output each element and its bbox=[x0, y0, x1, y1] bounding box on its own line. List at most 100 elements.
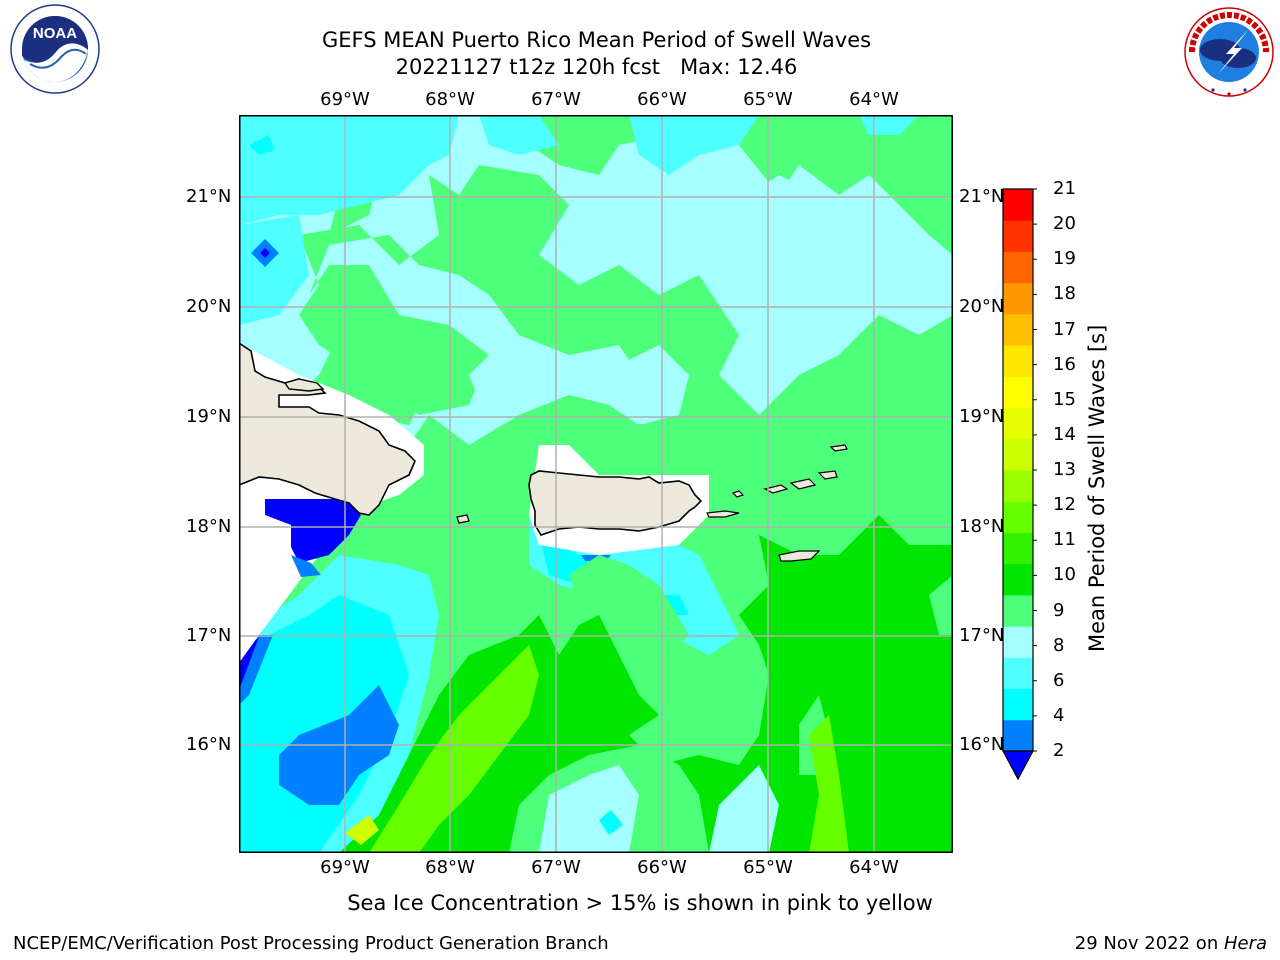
field-blue bbox=[239, 635, 273, 705]
lon-label-bottom: 68°W bbox=[425, 857, 475, 878]
colorbar-segment bbox=[1003, 594, 1033, 627]
lon-label-top: 65°W bbox=[743, 89, 793, 110]
colorbar-tick-label: 9 bbox=[1053, 599, 1065, 621]
colorbar bbox=[1001, 187, 1037, 782]
colorbar-tick-label: 12 bbox=[1053, 494, 1076, 516]
field-light-cyan bbox=[479, 115, 559, 155]
field-cyan bbox=[249, 135, 274, 155]
lat-label-right: 20°N bbox=[959, 296, 1005, 317]
map-title: GEFS MEAN Puerto Rico Mean Period of Swe… bbox=[321, 28, 872, 52]
nws-logo-icon bbox=[1178, 2, 1278, 100]
land-islet bbox=[283, 378, 325, 392]
colorbar-tick-label: 11 bbox=[1053, 529, 1076, 551]
lat-label-right: 17°N bbox=[959, 625, 1005, 646]
lon-label-bottom: 69°W bbox=[320, 857, 370, 878]
lon-label-top: 67°W bbox=[531, 89, 581, 110]
land-anegada bbox=[829, 444, 848, 452]
lon-label-top: 69°W bbox=[320, 89, 370, 110]
colorbar-segment bbox=[1003, 563, 1033, 596]
lat-label-left: 19°N bbox=[186, 406, 232, 427]
field-lime bbox=[345, 815, 379, 845]
swell-period-map bbox=[239, 115, 953, 853]
colorbar-tick-label: 4 bbox=[1053, 704, 1065, 726]
field-deep-blue bbox=[265, 499, 361, 563]
colorbar-tick-label: 15 bbox=[1053, 388, 1076, 410]
sea-ice-note-text: Sea Ice Concentration > 15% is shown in … bbox=[347, 891, 933, 915]
lon-label-bottom: 65°W bbox=[743, 857, 793, 878]
colorbar-segment bbox=[1003, 407, 1033, 440]
svg-text:NOAA: NOAA bbox=[33, 25, 77, 42]
colorbar-segment bbox=[1003, 376, 1033, 409]
colorbar-segment bbox=[1003, 282, 1033, 315]
lon-label-top: 66°W bbox=[637, 89, 687, 110]
colorbar-tick-label: 20 bbox=[1053, 213, 1076, 235]
colorbar-segment bbox=[1003, 345, 1033, 377]
lat-label-left: 20°N bbox=[186, 296, 232, 317]
field-cyan bbox=[239, 595, 409, 853]
field-deep-blue bbox=[239, 637, 259, 690]
lat-label-left: 21°N bbox=[186, 186, 232, 207]
field-yellow-green bbox=[369, 645, 539, 853]
footer-host: Hera bbox=[1223, 933, 1267, 954]
colorbar-segment bbox=[1003, 719, 1033, 752]
lat-label-right: 18°N bbox=[959, 516, 1005, 537]
land-culebra bbox=[731, 490, 745, 498]
footer-date: 29 Nov 2022 on Hera bbox=[1075, 933, 1267, 954]
lon-label-bottom: 67°W bbox=[531, 857, 581, 878]
land-puerto-rico bbox=[528, 470, 703, 536]
lon-label-top: 68°W bbox=[425, 89, 475, 110]
colorbar-segment bbox=[1003, 688, 1033, 721]
colorbar-segment bbox=[1003, 626, 1033, 658]
colorbar-tick-label: 16 bbox=[1053, 353, 1076, 375]
lat-label-left: 17°N bbox=[186, 625, 232, 646]
colorbar-segment bbox=[1003, 470, 1033, 502]
lat-label-right: 21°N bbox=[959, 186, 1005, 207]
field-pale-cyan bbox=[609, 345, 689, 425]
colorbar-title: Mean Period of Swell Waves [s] bbox=[1085, 324, 1109, 652]
land-vieques bbox=[706, 510, 740, 518]
colorbar-segment bbox=[1003, 251, 1033, 284]
colorbar-segment bbox=[1003, 313, 1033, 346]
colorbar-segment bbox=[1003, 501, 1033, 533]
noaa-logo-icon: NOAA bbox=[4, 4, 104, 96]
field-pale-cyan bbox=[469, 355, 519, 400]
field-blue bbox=[291, 555, 321, 577]
colorbar-segment bbox=[1003, 189, 1033, 221]
colorbar-tick-label: 6 bbox=[1053, 669, 1065, 691]
footer-date-text: 29 Nov 2022 on bbox=[1074, 933, 1224, 954]
colorbar-tick-label: 13 bbox=[1053, 459, 1076, 480]
lon-label-top: 64°W bbox=[849, 89, 899, 110]
field-light-green bbox=[929, 575, 953, 635]
field-pale-cyan bbox=[719, 175, 879, 345]
land-virgin-islands bbox=[763, 484, 789, 494]
colorbar-segment bbox=[1003, 220, 1033, 252]
field-light-green bbox=[569, 555, 689, 655]
field-deep-blue bbox=[260, 248, 270, 258]
field-pale-cyan bbox=[709, 765, 779, 853]
colorbar-tick-label: 8 bbox=[1053, 634, 1065, 656]
colorbar-extend-arrow bbox=[1001, 750, 1035, 781]
field-yellow-green bbox=[809, 715, 849, 853]
colorbar-tick-label: 14 bbox=[1053, 423, 1076, 445]
lat-label-right: 16°N bbox=[959, 734, 1005, 755]
map-border bbox=[239, 115, 953, 853]
land-st-croix bbox=[778, 550, 821, 562]
graticule bbox=[239, 115, 953, 853]
colorbar-segment bbox=[1003, 532, 1033, 565]
colorbar-tick-label: 19 bbox=[1053, 248, 1076, 270]
footer-credit: NCEP/EMC/Verification Post Processing Pr… bbox=[13, 933, 609, 954]
colorbar-tick-label: 10 bbox=[1053, 564, 1076, 586]
colorbar-segment bbox=[1003, 657, 1033, 690]
map-subtitle: 20221127 t12z 120h fcst Max: 12.46 bbox=[395, 55, 798, 79]
colorbar-tick-label: 18 bbox=[1053, 283, 1076, 305]
lon-label-bottom: 64°W bbox=[849, 857, 899, 878]
lat-label-left: 18°N bbox=[186, 516, 232, 537]
field-cyan bbox=[599, 810, 623, 835]
land-virgin-islands bbox=[817, 470, 838, 480]
field-light-cyan bbox=[239, 215, 309, 325]
colorbar-tick-label: 17 bbox=[1053, 318, 1076, 340]
colorbar-tick-label: 2 bbox=[1053, 740, 1065, 761]
lon-label-bottom: 66°W bbox=[637, 857, 687, 878]
colorbar-segment bbox=[1003, 438, 1033, 471]
colorbar-tick-label: 21 bbox=[1053, 178, 1076, 199]
